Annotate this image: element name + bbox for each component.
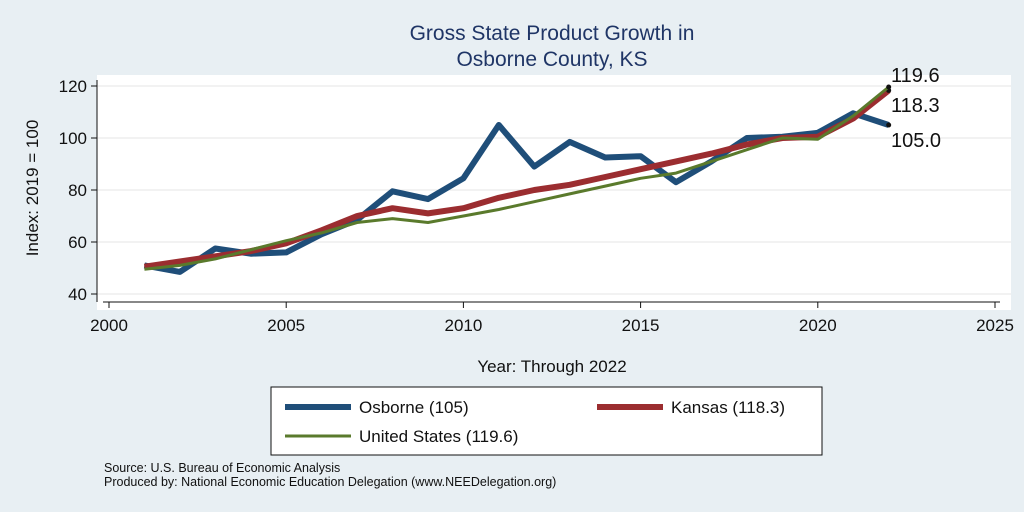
- chart-title-line-1: Gross State Product Growth in: [410, 22, 695, 45]
- end-value-label: 119.6: [891, 65, 940, 87]
- y-tick-label: 120: [59, 77, 87, 96]
- produced-note: Produced by: National Economic Education…: [104, 475, 557, 489]
- y-tick-label: 80: [68, 181, 87, 200]
- series-line: [144, 85, 890, 271]
- x-axis-title: Year: Through 2022: [477, 357, 626, 376]
- x-tick-label: 2015: [622, 316, 660, 335]
- y-tick-label: 60: [68, 233, 87, 252]
- chart-title-line-2: Osborne County, KS: [456, 48, 647, 71]
- x-tick-label: 2010: [444, 316, 482, 335]
- legend-label: United States (119.6): [359, 427, 518, 446]
- x-tick-label: 2005: [267, 316, 305, 335]
- source-note: Source: U.S. Bureau of Economic Analysis: [104, 461, 341, 475]
- y-tick-label: 100: [59, 129, 87, 148]
- series-line: [143, 88, 891, 270]
- legend-label: Osborne (105): [359, 398, 469, 417]
- legend-box: [270, 386, 823, 456]
- x-tick-label: 2025: [976, 316, 1014, 335]
- legend-label: Kansas (118.3): [671, 398, 785, 417]
- end-value-label: 105.0: [891, 130, 941, 152]
- series-endpoint: [886, 84, 892, 90]
- y-axis-title: Index: 2019 = 100: [23, 120, 42, 257]
- series-endpoint: [886, 122, 892, 128]
- y-tick-label: 40: [68, 285, 87, 304]
- series-line: [143, 110, 890, 275]
- x-tick-label: 2020: [799, 316, 837, 335]
- plot-area: [97, 75, 1011, 310]
- x-tick-label: 2000: [90, 316, 128, 335]
- end-value-label: 118.3: [891, 95, 940, 117]
